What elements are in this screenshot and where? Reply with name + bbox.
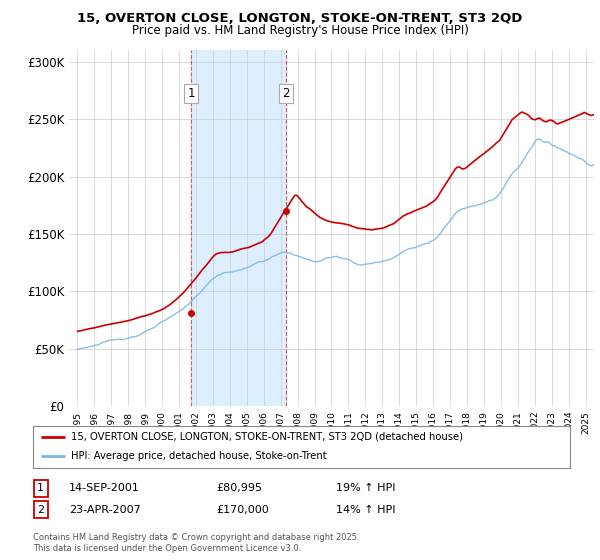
Text: Contains HM Land Registry data © Crown copyright and database right 2025.
This d: Contains HM Land Registry data © Crown c… bbox=[33, 533, 359, 553]
Text: 23-APR-2007: 23-APR-2007 bbox=[69, 505, 141, 515]
Text: 19% ↑ HPI: 19% ↑ HPI bbox=[336, 483, 395, 493]
Text: 2: 2 bbox=[283, 87, 290, 100]
Text: HPI: Average price, detached house, Stoke-on-Trent: HPI: Average price, detached house, Stok… bbox=[71, 451, 326, 461]
Bar bbox=[191, 50, 286, 406]
Text: 14-SEP-2001: 14-SEP-2001 bbox=[69, 483, 140, 493]
Text: 15, OVERTON CLOSE, LONGTON, STOKE-ON-TRENT, ST3 2QD: 15, OVERTON CLOSE, LONGTON, STOKE-ON-TRE… bbox=[77, 12, 523, 25]
Text: 14% ↑ HPI: 14% ↑ HPI bbox=[336, 505, 395, 515]
Text: 1: 1 bbox=[37, 483, 44, 493]
Text: Price paid vs. HM Land Registry's House Price Index (HPI): Price paid vs. HM Land Registry's House … bbox=[131, 24, 469, 36]
Text: £170,000: £170,000 bbox=[216, 505, 269, 515]
Text: 15, OVERTON CLOSE, LONGTON, STOKE-ON-TRENT, ST3 2QD (detached house): 15, OVERTON CLOSE, LONGTON, STOKE-ON-TRE… bbox=[71, 432, 463, 442]
Text: 2: 2 bbox=[37, 505, 44, 515]
Text: 1: 1 bbox=[187, 87, 195, 100]
Text: £80,995: £80,995 bbox=[216, 483, 262, 493]
